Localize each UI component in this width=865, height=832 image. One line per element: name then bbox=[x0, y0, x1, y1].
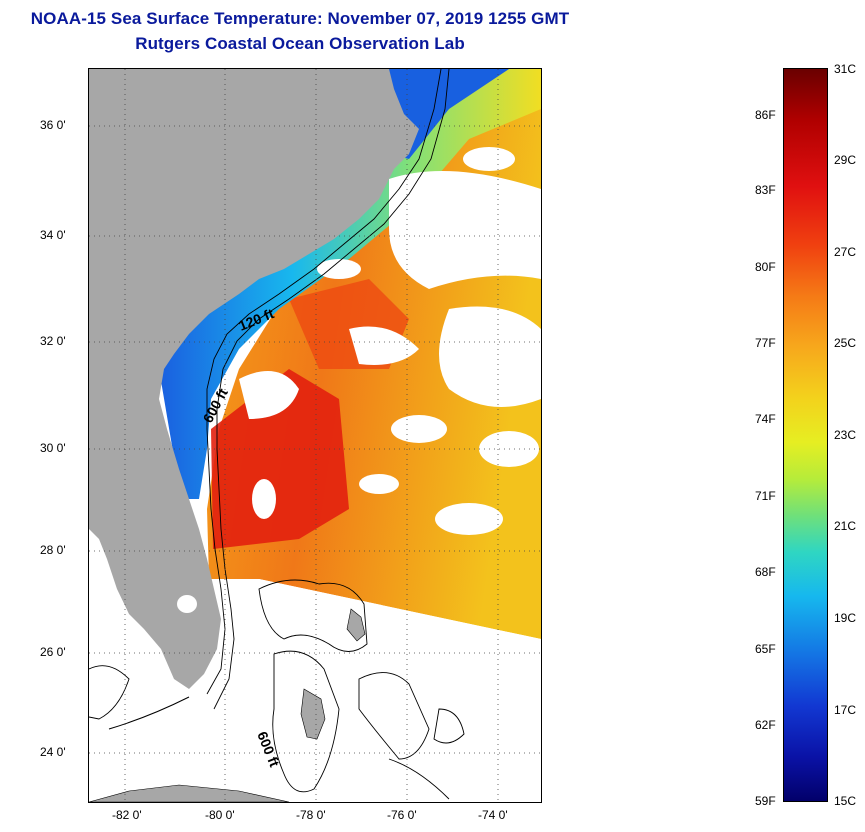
colorbar-f-77: 77F bbox=[755, 336, 776, 350]
cloud-cover bbox=[89, 147, 541, 802]
colorbar-c-17: 17C bbox=[834, 703, 857, 717]
sst-warm-core bbox=[211, 369, 349, 549]
colorbar-c-29: 29C bbox=[834, 153, 857, 167]
lat-label-30: 30 0' bbox=[40, 441, 66, 455]
lat-label-36: 36 0' bbox=[40, 118, 66, 132]
colorbar-c-27: 27C bbox=[834, 245, 857, 259]
lon-label-78: -78 0' bbox=[296, 808, 326, 822]
colorbar-f-68: 68F bbox=[755, 565, 776, 579]
lake-okeechobee bbox=[177, 595, 197, 613]
lat-label-28: 28 0' bbox=[40, 543, 66, 557]
colorbar-c-25: 25C bbox=[834, 336, 857, 350]
lon-label-82: -82 0' bbox=[112, 808, 142, 822]
lon-label-74: -74 0' bbox=[478, 808, 508, 822]
map-subtitle: Rutgers Coastal Ocean Observation Lab bbox=[135, 34, 465, 53]
land-bahamas-2 bbox=[346, 608, 366, 642]
colorbar-c-21: 21C bbox=[834, 519, 857, 533]
lat-label-34: 34 0' bbox=[40, 228, 66, 242]
colorbar-f-83: 83F bbox=[755, 183, 776, 197]
colorbar-f-65: 65F bbox=[755, 642, 776, 656]
colorbar-f-59: 59F bbox=[755, 794, 776, 808]
colorbar-c-23: 23C bbox=[834, 428, 857, 442]
lat-label-26: 26 0' bbox=[40, 645, 66, 659]
land-cuba bbox=[89, 784, 290, 802]
map-title: NOAA-15 Sea Surface Temperature: Novembe… bbox=[30, 9, 570, 28]
lon-label-80: -80 0' bbox=[205, 808, 235, 822]
colorbar-c-19: 19C bbox=[834, 611, 857, 625]
colorbar-c-31: 31C bbox=[834, 62, 857, 76]
colorbar-f-71: 71F bbox=[755, 489, 776, 503]
temperature-colorbar bbox=[783, 68, 828, 802]
lat-label-32: 32 0' bbox=[40, 334, 66, 348]
sst-map-canvas: 120 ft 600 ft 600 ft bbox=[89, 69, 541, 802]
colorbar-f-80: 80F bbox=[755, 260, 776, 274]
land-mainland bbox=[89, 69, 419, 689]
colorbar-f-86: 86F bbox=[755, 108, 776, 122]
land-keys bbox=[108, 696, 190, 730]
colorbar-f-74: 74F bbox=[755, 412, 776, 426]
sst-map: 120 ft 600 ft 600 ft bbox=[88, 68, 542, 803]
bathymetry-contours bbox=[89, 69, 465, 800]
graticule bbox=[89, 69, 541, 802]
land-bahamas bbox=[300, 688, 326, 740]
lon-label-76: -76 0' bbox=[387, 808, 417, 822]
colorbar-c-15: 15C bbox=[834, 794, 857, 808]
colorbar-f-62: 62F bbox=[755, 718, 776, 732]
lat-label-24: 24 0' bbox=[40, 745, 66, 759]
